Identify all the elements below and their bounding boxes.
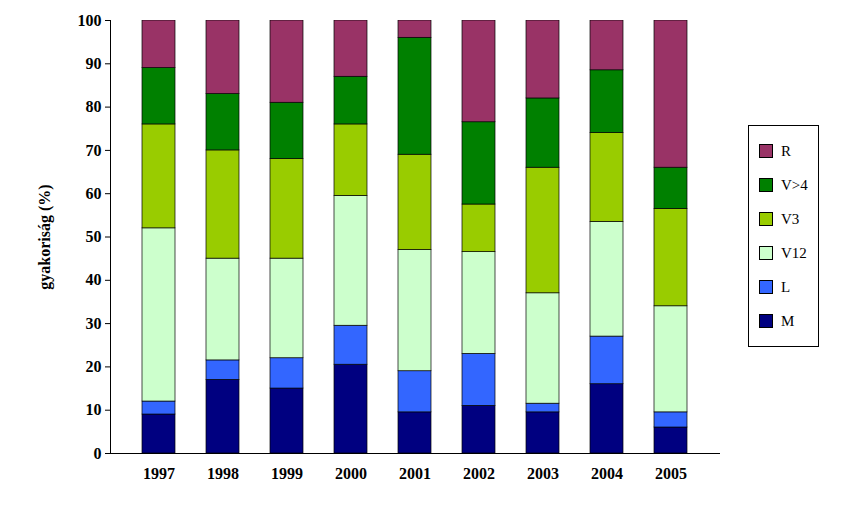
svg-text:60: 60 xyxy=(86,185,102,202)
svg-text:2003: 2003 xyxy=(527,465,559,482)
svg-text:40: 40 xyxy=(86,271,102,288)
svg-text:30: 30 xyxy=(86,315,102,332)
html-text:R: R xyxy=(781,142,791,159)
svg-text:50: 50 xyxy=(86,228,102,245)
svg-text:2002: 2002 xyxy=(463,465,495,482)
svg-text:80: 80 xyxy=(86,98,102,115)
svg-text:2005: 2005 xyxy=(655,465,687,482)
html-text:L: L xyxy=(781,278,791,295)
svg-text:20: 20 xyxy=(86,358,102,375)
svg-text:2000: 2000 xyxy=(335,465,367,482)
svg-text:70: 70 xyxy=(86,142,102,159)
svg-text:2004: 2004 xyxy=(591,465,623,482)
svg-text:1997: 1997 xyxy=(143,465,175,482)
svg-text:90: 90 xyxy=(86,55,102,72)
svg-text:100: 100 xyxy=(78,12,102,29)
html-text:V12: V12 xyxy=(781,244,807,261)
html-text:M: M xyxy=(781,312,795,329)
svg-text:2001: 2001 xyxy=(399,465,431,482)
html-text:V3: V3 xyxy=(781,210,800,227)
svg-text:gyakoriság (%): gyakoriság (%) xyxy=(36,184,54,289)
svg-text:1998: 1998 xyxy=(207,465,239,482)
svg-text:1999: 1999 xyxy=(271,465,303,482)
svg-text:10: 10 xyxy=(86,401,102,418)
svg-text:0: 0 xyxy=(94,445,102,462)
html-text:V>4: V>4 xyxy=(781,176,808,193)
